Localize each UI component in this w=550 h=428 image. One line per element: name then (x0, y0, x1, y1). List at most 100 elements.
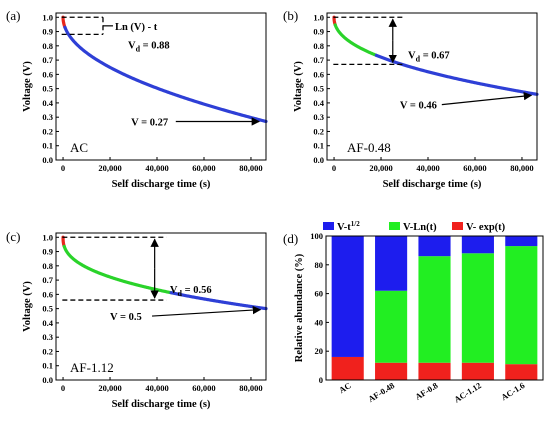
x-tick-label: 80,000 (239, 163, 262, 173)
vd-label: Vd = 0.88 (128, 41, 170, 54)
x-tick-label: 20,000 (369, 163, 392, 173)
vd-subscript: d (178, 289, 183, 298)
legend-label: V-t1/2 (337, 220, 360, 233)
x-category-label: AC (337, 380, 353, 395)
fit-segment-2 (333, 23, 378, 57)
vd-symbol: V (408, 51, 416, 62)
y-tick-label: 0.4 (42, 98, 53, 108)
legend-swatch (452, 222, 463, 230)
x-tick-label: 0 (332, 163, 336, 173)
y-tick-label: 0.2 (42, 126, 53, 136)
vd-label: Vd = 0.56 (170, 285, 212, 298)
y-tick-label: 0.2 (42, 346, 53, 356)
y-axis-label: Voltage (V) (22, 61, 33, 112)
y-tick-label: 0.8 (313, 41, 324, 51)
legend-label: V- exp(t) (466, 222, 506, 233)
y-tick-label: 0.3 (42, 112, 53, 122)
x-tick-label: 60,000 (192, 163, 215, 173)
fit-segment-2 (63, 25, 268, 124)
y-tick-label: 1.0 (313, 12, 324, 22)
plot-frame (55, 12, 267, 161)
vd-subscript: d (416, 55, 421, 64)
y-tick-label: 0.6 (313, 69, 324, 79)
bar-segment (505, 364, 538, 380)
y-tick-label: 40 (315, 317, 324, 327)
y-axis-label: Relative abundance (%) (294, 253, 305, 362)
bar-segment (375, 236, 408, 291)
vd-label: Vd = 0.67 (408, 51, 450, 64)
end-voltage-label: V = 0.5 (110, 312, 142, 323)
y-tick-label: 0.5 (313, 84, 324, 94)
vd-subscript: d (136, 45, 141, 54)
y-tick-label: 0.3 (42, 332, 53, 342)
x-category-label: AF-0.8 (413, 380, 439, 402)
bar-segment (461, 236, 494, 254)
x-tick-label: 0 (61, 163, 65, 173)
y-tick-label: 0.6 (42, 289, 53, 299)
bar-segment (461, 253, 494, 363)
plot-frame (325, 235, 544, 381)
y-tick-label: 1.0 (42, 232, 53, 242)
sample-label: AF-1.12 (70, 360, 114, 375)
fit-region-label: Ln (V) - t (115, 22, 158, 33)
x-tick-label: 60,000 (192, 383, 215, 393)
x-tick-label: 0 (61, 383, 65, 393)
panel-d-chart: AC AF-0.48 AF-0.8 AC-1.12 AC-1.6 0 20 40 60 80 100… (283, 220, 544, 405)
x-tick-label: 80,000 (239, 383, 262, 393)
panel-a-chart: 0.0 0.1 0.2 0.3 0.4 0.5 0.6 0.7 0.8 0.9 1.0 0 20,000… (6, 8, 268, 190)
y-tick-label: 0.0 (42, 155, 53, 165)
x-tick-label: 20,000 (98, 163, 121, 173)
bar-segment (418, 236, 451, 257)
fit-segment-2 (62, 244, 173, 295)
fit-segment-3 (169, 291, 268, 311)
legend-swatch (389, 222, 400, 230)
bar-segment (331, 236, 364, 357)
y-tick-label: 0.6 (42, 69, 53, 79)
end-voltage-arrow (441, 91, 533, 106)
y-tick-label: 0.8 (42, 261, 53, 271)
legend-swatch (323, 222, 334, 230)
vd-symbol: V (170, 285, 178, 296)
x-tick-label: 40,000 (145, 163, 168, 173)
panel-c-chart: 0.0 0.1 0.2 0.3 0.4 0.5 0.6 0.7 0.8 0.9 1.0 0 20,000… (6, 229, 268, 410)
y-tick-label: 0.0 (313, 155, 324, 165)
y-axis-label: Voltage (V) (293, 61, 304, 112)
panel-label: (a) (6, 8, 20, 23)
vd-symbol: V (128, 41, 136, 52)
plot-frame (326, 12, 538, 161)
y-tick-label: 0.5 (42, 304, 53, 314)
sample-label: AC (70, 140, 88, 155)
y-tick-label: 0.8 (42, 41, 53, 51)
y-tick-label: 0.9 (42, 247, 53, 257)
bar-segment (375, 290, 408, 363)
y-axis-label: Voltage (V) (22, 281, 33, 332)
y-tick-label: 0.1 (313, 141, 324, 151)
y-tick-label: 0.2 (313, 126, 324, 136)
y-tick-label: 0.4 (42, 318, 53, 328)
bar-segment (461, 362, 494, 380)
y-tick-label: 0.4 (313, 98, 324, 108)
bar-segment (331, 356, 364, 380)
y-tick-label: 0.1 (42, 361, 53, 371)
y-tick-label: 0.0 (42, 375, 53, 385)
x-tick-label: 40,000 (145, 383, 168, 393)
bar-segment (375, 362, 408, 380)
x-tick-label: 80,000 (510, 163, 533, 173)
x-category-label: AC-1.6 (499, 380, 526, 402)
y-tick-label: 0.7 (42, 55, 53, 65)
panel-label: (d) (283, 231, 298, 246)
end-voltage-label: V = 0.46 (400, 101, 437, 112)
end-voltage-label: V = 0.27 (131, 117, 168, 128)
x-category-label: AF-0.48 (366, 380, 396, 404)
vd-value: = 0.56 (182, 285, 212, 296)
end-voltage-arrow (151, 305, 262, 317)
panel-b-chart: 0.0 0.1 0.2 0.3 0.4 0.5 0.6 0.7 0.8 0.9 1.0 0 20,000… (283, 8, 539, 190)
panel-label: (b) (283, 8, 298, 23)
bar-segment (505, 246, 538, 365)
bar-segment (418, 362, 451, 380)
y-tick-label: 80 (315, 260, 324, 270)
y-tick-label: 20 (315, 346, 324, 356)
x-axis-label: Self discharge time (s) (112, 179, 211, 190)
y-tick-label: 0.7 (42, 275, 53, 285)
